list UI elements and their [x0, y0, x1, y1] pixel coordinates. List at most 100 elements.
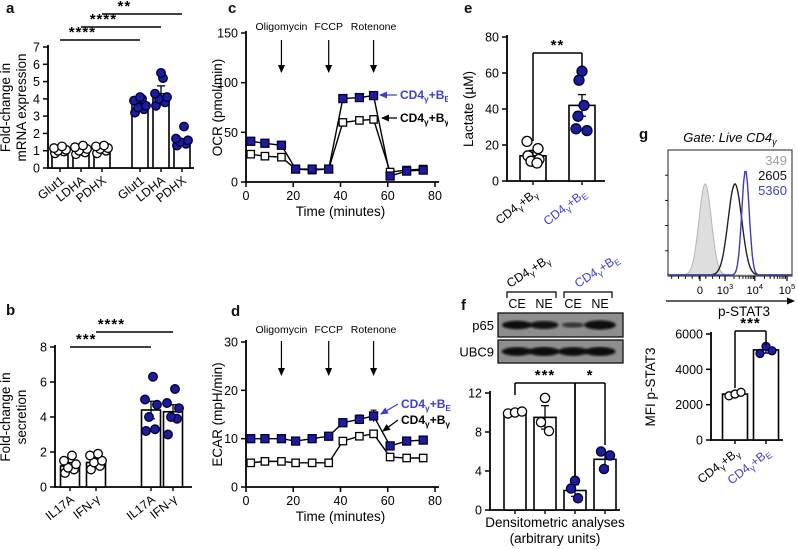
svg-text:40: 40	[334, 189, 348, 203]
svg-text:Densitometric analyses: Densitometric analyses	[485, 515, 625, 530]
svg-text:6000: 6000	[675, 328, 703, 342]
svg-text:NE: NE	[591, 297, 608, 311]
svg-text:0: 0	[696, 434, 703, 448]
svg-text:****: ****	[98, 316, 125, 333]
panel-c-label: c	[228, 0, 237, 17]
svg-text:CE: CE	[508, 297, 525, 311]
svg-text:Time (minutes): Time (minutes)	[296, 509, 386, 524]
svg-text:60: 60	[381, 189, 395, 203]
svg-text:CD4γ+BE: CD4γ+BE	[572, 251, 623, 292]
svg-text:80: 80	[485, 31, 499, 45]
svg-text:CD4γ+BE: CD4γ+BE	[541, 186, 590, 230]
panel-e-label: e	[464, 0, 473, 17]
svg-text:CD4γ+BE: CD4γ+BE	[400, 88, 448, 104]
svg-text:CD4γ+Bγ: CD4γ+Bγ	[493, 186, 542, 229]
svg-text:CD4γ+BE: CD4γ+BE	[401, 397, 451, 413]
panel-b-label: b	[6, 302, 16, 319]
svg-text:CD4γ+Bγ: CD4γ+Bγ	[401, 413, 450, 429]
svg-text:**: **	[118, 0, 132, 15]
svg-text:Gate: Live CD4γ: Gate: Live CD4γ	[683, 130, 777, 147]
svg-text:2605: 2605	[758, 168, 787, 183]
svg-text:30: 30	[224, 336, 238, 350]
svg-text:CD4γ+Bγ: CD4γ+Bγ	[400, 111, 448, 127]
svg-text:349: 349	[765, 153, 787, 168]
svg-text:20: 20	[286, 494, 300, 508]
svg-text:4: 4	[33, 92, 40, 106]
panel-c-ocr-line-chart: 0 50 100 150 0 20 40 60 80 Time (minutes) OCR (pmo…	[210, 0, 450, 233]
svg-text:2000: 2000	[675, 398, 703, 412]
svg-text:40: 40	[334, 494, 348, 508]
svg-text:50: 50	[224, 126, 238, 140]
svg-text:Rotenone: Rotenone	[351, 324, 397, 336]
svg-text:8: 8	[40, 341, 47, 355]
svg-text:p65: p65	[472, 318, 494, 333]
svg-text:105: 105	[779, 282, 796, 297]
svg-text:0: 0	[231, 481, 238, 495]
svg-text:Fold-change in: Fold-change in	[0, 372, 13, 461]
svg-text:1: 1	[33, 144, 40, 158]
svg-text:****: ****	[90, 11, 117, 28]
panel-a-label: a	[6, 0, 15, 17]
svg-text:OCR (pmol/min): OCR (pmol/min)	[210, 59, 225, 157]
svg-text:**: **	[551, 37, 565, 54]
panel-f-blot-and-densitometry: CD4γ+Bγ CD4γ+BE CE NE CE NE p65 UBC9 0 4 8 12 *** * De…	[440, 240, 666, 549]
svg-text:UBC9: UBC9	[459, 345, 494, 360]
svg-text:(arbitrary units): (arbitrary units)	[510, 531, 601, 546]
svg-text:80: 80	[428, 494, 442, 508]
panel-d-ecar-line-chart: 0 10 20 30 0 20 40 60 80 Time (minutes) ECAR (mpH/…	[210, 295, 452, 534]
svg-text:mRNA expression: mRNA expression	[14, 53, 29, 161]
panel-b-secretion-bar-chart: 0 2 4 6 8 *** **** IL17A IFN-γ IL17A IFN-γ Fold-cha…	[0, 295, 215, 549]
panel-g-label: g	[639, 126, 649, 143]
svg-text:Oligomycin: Oligomycin	[255, 324, 307, 336]
svg-text:***: ***	[740, 315, 761, 332]
svg-text:FCCP: FCCP	[314, 21, 343, 33]
svg-text:20: 20	[224, 384, 238, 398]
svg-text:4000: 4000	[675, 363, 703, 377]
svg-text:4: 4	[475, 465, 482, 479]
svg-text:0: 0	[33, 162, 40, 176]
svg-text:104: 104	[747, 282, 764, 297]
svg-text:40: 40	[485, 103, 499, 117]
svg-text:60: 60	[485, 67, 499, 81]
svg-text:0: 0	[243, 189, 250, 203]
svg-text:6: 6	[33, 58, 40, 72]
svg-text:0: 0	[475, 504, 482, 518]
svg-text:IFN-γ: IFN-γ	[148, 492, 181, 522]
svg-text:***: ***	[535, 367, 556, 384]
svg-text:8: 8	[475, 426, 482, 440]
svg-text:0: 0	[697, 285, 703, 297]
svg-text:ECAR (mpH/min): ECAR (mpH/min)	[210, 362, 225, 466]
svg-text:0: 0	[492, 175, 499, 189]
ocr-chart: 0 50 100 150 0 20 40 60 80 Time (minutes) OCR (pmo…	[210, 21, 450, 219]
svg-text:****: ****	[69, 24, 96, 41]
svg-text:4: 4	[40, 411, 47, 425]
svg-text:0: 0	[231, 176, 238, 190]
svg-text:Oligomycin: Oligomycin	[255, 21, 307, 33]
svg-text:7: 7	[33, 41, 40, 55]
svg-text:60: 60	[381, 494, 395, 508]
svg-text:0: 0	[40, 481, 47, 495]
svg-text:3: 3	[33, 110, 40, 124]
panel-a-mrna-bar-chart: 0 1 2 3 4 5 6 7 **** **** ** Glut1 LDHA PDHX Glut1 LDHA…	[0, 0, 215, 257]
panel-d-label: d	[231, 303, 241, 320]
svg-text:MFI p-STAT3: MFI p-STAT3	[643, 347, 658, 426]
svg-text:FCCP: FCCP	[314, 324, 343, 336]
svg-text:NE: NE	[535, 297, 552, 311]
svg-text:IFN-γ: IFN-γ	[71, 492, 104, 522]
svg-text:Time (minutes): Time (minutes)	[296, 204, 386, 219]
panel-f-label: f	[461, 297, 466, 314]
svg-text:2: 2	[40, 446, 47, 460]
svg-text:5: 5	[33, 75, 40, 89]
svg-text:Rotenone: Rotenone	[351, 21, 397, 33]
svg-text:100: 100	[217, 76, 238, 90]
panel-e-lactate-bar-chart: 0 20 40 60 80 ** CD4γ+Bγ CD4γ+BE Lactate (µM)	[447, 0, 612, 253]
svg-text:5360: 5360	[758, 183, 787, 198]
panel-g-flow-and-mfi: Gate: Live CD4γ 349 2605 5360 0 103 104 105 p-ST…	[625, 108, 798, 525]
svg-text:20: 20	[286, 189, 300, 203]
svg-text:80: 80	[428, 189, 442, 203]
svg-text:Fold-change in: Fold-change in	[0, 63, 13, 152]
